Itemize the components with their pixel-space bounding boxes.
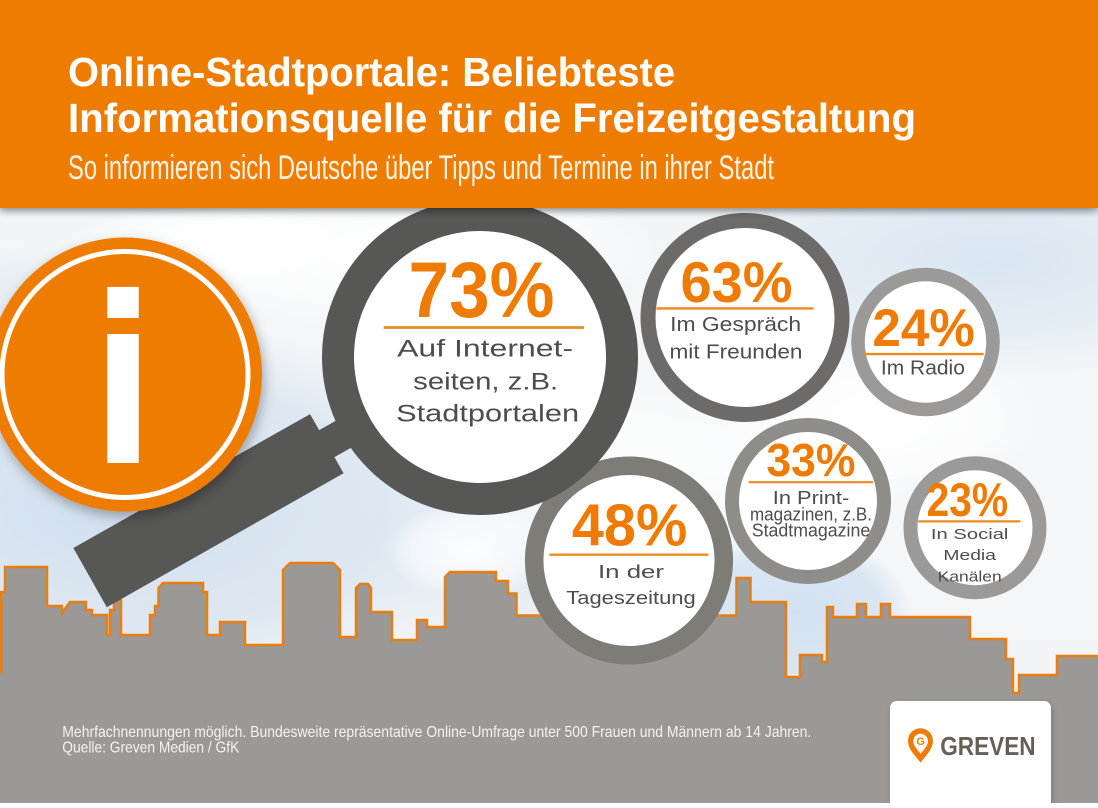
- svg-text:48%: 48%: [572, 492, 688, 558]
- svg-text:Tageszeitung: Tageszeitung: [566, 587, 696, 608]
- svg-text:seiten, z.B.: seiten, z.B.: [413, 368, 558, 395]
- svg-text:24%: 24%: [872, 299, 975, 358]
- svg-text:23%: 23%: [927, 473, 1009, 526]
- svg-text:Stadtportalen: Stadtportalen: [396, 401, 579, 428]
- svg-text:In Print-: In Print-: [773, 488, 850, 508]
- svg-text:63%: 63%: [681, 251, 793, 315]
- svg-text:73%: 73%: [409, 245, 555, 334]
- svg-text:Im Radio: Im Radio: [881, 358, 965, 380]
- svg-text:Kanälen: Kanälen: [938, 569, 1002, 585]
- svg-text:Im Gespräch: Im Gespräch: [670, 314, 801, 336]
- svg-text:Informationsquelle für die Fre: Informationsquelle für die Freizeitgesta…: [68, 95, 916, 141]
- svg-text:GREVEN: GREVEN: [940, 731, 1035, 761]
- svg-text:Quelle: Greven Medien / GfK: Quelle: Greven Medien / GfK: [62, 740, 239, 757]
- svg-text:magazinen, z.B.: magazinen, z.B.: [750, 504, 872, 524]
- svg-text:Mehrfachnennungen möglich. Bun: Mehrfachnennungen möglich. Bundesweite r…: [62, 724, 811, 741]
- svg-text:So informieren sich Deutsche ü: So informieren sich Deutsche über Tipps …: [68, 149, 774, 187]
- svg-text:In Social: In Social: [931, 527, 1009, 543]
- svg-text:Online-Stadtportale: Beliebtes: Online-Stadtportale: Beliebteste: [68, 49, 675, 95]
- svg-text:Auf Internet-: Auf Internet-: [397, 336, 573, 363]
- svg-text:33%: 33%: [766, 434, 855, 486]
- svg-text:In der: In der: [598, 561, 664, 582]
- svg-text:Stadtmagazine: Stadtmagazine: [752, 521, 871, 541]
- svg-text:G: G: [916, 736, 925, 748]
- svg-text:Media: Media: [943, 548, 997, 564]
- svg-text:mit Freunden: mit Freunden: [670, 342, 803, 364]
